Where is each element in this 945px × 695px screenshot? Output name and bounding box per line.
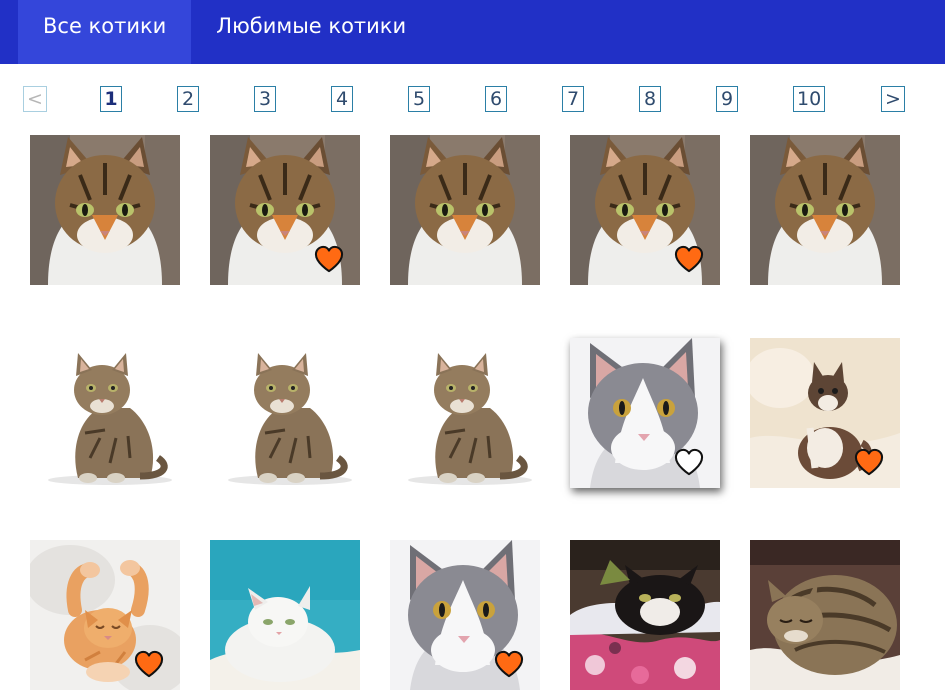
tab-all-cats[interactable]: Все котики bbox=[18, 0, 192, 64]
page-8-button[interactable]: 8 bbox=[639, 86, 661, 112]
cat-card[interactable] bbox=[210, 135, 360, 285]
cat-photo bbox=[570, 540, 720, 690]
cat-card[interactable] bbox=[210, 338, 360, 488]
page-10-button[interactable]: 10 bbox=[793, 86, 826, 112]
tab-favorite-cats[interactable]: Любимые котики bbox=[216, 14, 407, 38]
next-page-button[interactable]: > bbox=[881, 86, 905, 112]
cat-photo bbox=[750, 540, 900, 690]
top-navigation: Все котики Любимые котики bbox=[0, 0, 945, 64]
page-3-button[interactable]: 3 bbox=[254, 86, 276, 112]
cat-photo bbox=[390, 135, 540, 285]
page-9-button[interactable]: 9 bbox=[716, 86, 738, 112]
cat-card[interactable] bbox=[30, 540, 180, 690]
heart-filled-icon[interactable] bbox=[314, 245, 344, 273]
cat-card[interactable] bbox=[30, 338, 180, 488]
page-5-button[interactable]: 5 bbox=[408, 86, 430, 112]
heart-filled-icon[interactable] bbox=[494, 650, 524, 678]
cat-photo bbox=[390, 338, 540, 488]
cat-photo bbox=[750, 135, 900, 285]
cat-card[interactable] bbox=[570, 135, 720, 285]
page-1-button[interactable]: 1 bbox=[100, 86, 122, 112]
cat-card[interactable] bbox=[570, 338, 720, 488]
heart-filled-icon[interactable] bbox=[134, 650, 164, 678]
page-6-button[interactable]: 6 bbox=[485, 86, 507, 112]
cat-photo bbox=[30, 338, 180, 488]
cat-card[interactable] bbox=[570, 540, 720, 690]
cat-card[interactable] bbox=[750, 540, 900, 690]
cat-card[interactable] bbox=[390, 135, 540, 285]
page-7-button[interactable]: 7 bbox=[562, 86, 584, 112]
heart-outline-icon[interactable] bbox=[674, 448, 704, 476]
heart-filled-icon[interactable] bbox=[854, 448, 884, 476]
cat-photo bbox=[30, 135, 180, 285]
cat-photo bbox=[210, 540, 360, 690]
cat-card[interactable] bbox=[750, 135, 900, 285]
prev-page-button[interactable]: < bbox=[23, 86, 47, 112]
pagination: < 1 2 3 4 5 6 7 8 9 10 > bbox=[0, 86, 945, 114]
page-2-button[interactable]: 2 bbox=[177, 86, 199, 112]
cat-card[interactable] bbox=[390, 540, 540, 690]
cat-card[interactable] bbox=[210, 540, 360, 690]
cat-card[interactable] bbox=[30, 135, 180, 285]
heart-filled-icon[interactable] bbox=[674, 245, 704, 273]
cat-card[interactable] bbox=[750, 338, 900, 488]
cat-photo bbox=[210, 338, 360, 488]
page-4-button[interactable]: 4 bbox=[331, 86, 353, 112]
cat-card[interactable] bbox=[390, 338, 540, 488]
